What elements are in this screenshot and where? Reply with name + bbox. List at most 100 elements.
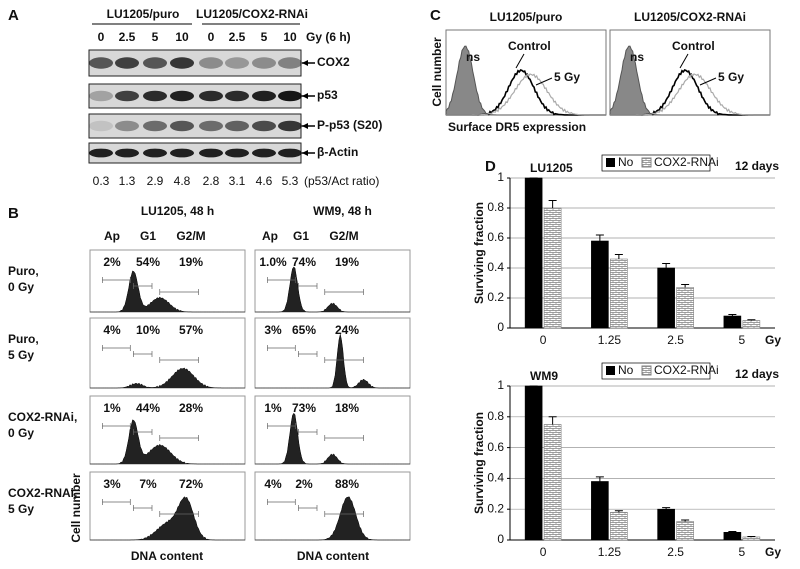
panel-letter: B [8,205,19,222]
y-tick-label: 0 [497,532,504,546]
error-bar [681,284,690,288]
error-bar [614,510,623,513]
curve-label: Control [672,39,715,53]
histogram-frame [254,317,411,389]
blot-band [89,57,113,69]
legend-box [601,362,711,380]
gate [102,277,131,283]
error-bar [548,416,557,425]
pointer [535,77,553,86]
pointer [699,77,717,86]
blot-band [199,90,223,102]
ratio-label: 4.6 [256,174,273,188]
phase-percent: 74% [292,255,316,269]
curve-label: 5 Gy [554,70,580,84]
ratio-label: 1.3 [119,174,136,188]
blot-band [143,148,167,158]
row-label: 5 Gy [8,502,34,516]
curve-label: ns [630,50,644,64]
gate [133,505,153,511]
dose-label: 0 [98,30,105,44]
blot-band [115,90,139,102]
histogram [255,496,410,541]
column-title: LU1205, 48 h [141,204,214,218]
bar [657,267,675,329]
legend-label: COX2-RNAi [654,363,719,377]
arrow-head [302,123,308,129]
phase-label: Ap [104,229,120,243]
legend-swatch [641,365,652,376]
blot-band [89,90,113,102]
row-label: COX2-RNAi, [8,486,77,500]
blot-band [170,120,194,132]
ratio-label: 2.8 [203,174,220,188]
blot-band [115,57,139,69]
ratio-label: 0.3 [93,174,110,188]
phase-percent: 19% [179,255,203,269]
histogram [255,266,410,313]
row-label: Puro, [8,264,39,278]
curve-label: Control [508,39,551,53]
blot-band [278,57,302,69]
error-bar [614,254,623,259]
dose-label: 0 [208,30,215,44]
gate [133,429,153,435]
legend-label: COX2-RNAi [654,155,719,169]
dose-label: 5 [152,30,159,44]
gate [298,351,318,357]
ratio-label: 4.8 [174,174,191,188]
error-bar [662,263,671,268]
phase-percent: 44% [136,401,160,415]
chart-title: LU1205 [530,161,573,175]
blot-band [89,120,113,132]
blot-band [199,120,223,132]
error-bar [662,507,671,510]
phase-percent: 54% [136,255,160,269]
bar [610,258,628,329]
histogram [610,73,770,116]
x-unit: Gy [765,333,781,347]
blot-band [143,57,167,69]
histogram [446,73,606,116]
y-tick-label: 1 [497,378,504,392]
y-axis-label: Cell number [69,473,83,543]
bar [524,385,543,541]
x-axis-label: DNA content [297,549,369,563]
error-bar [681,519,690,522]
x-tick-label: 5 [739,333,746,347]
phase-percent: 57% [179,323,203,337]
y-tick-label: 0.2 [487,501,504,515]
x-axis-label: DNA content [131,549,203,563]
gate [298,429,318,435]
gate [159,435,199,441]
panel-letter: A [8,7,19,24]
blot-band [225,148,249,158]
gate [159,357,199,363]
chart-subtitle: 12 days [735,159,779,173]
y-axis-label: Cell number [430,37,444,107]
phase-percent: 28% [179,401,203,415]
bar [723,531,742,541]
y-tick-label: 0.8 [487,200,504,214]
bar [591,240,609,329]
column-title: WM9, 48 h [313,204,372,218]
gate [159,289,199,295]
histogram [90,367,245,389]
arrow-head [302,60,308,66]
phase-percent: 3% [264,323,282,337]
gate [267,423,296,429]
legend-label: No [618,363,634,377]
blot-band [278,148,302,158]
y-axis-label: Surviving fraction [472,412,486,514]
row-label: 0 Gy [8,426,34,440]
pointer [679,53,689,69]
bar [657,508,675,541]
histogram-frame [254,249,411,313]
plot-title: LU1205/COX2-RNAi [634,10,746,24]
bar [742,320,761,329]
group-label: LU1205/puro [107,7,180,21]
blot-band [252,57,276,69]
curve-label: ns [466,50,480,64]
x-tick-label: 1.25 [598,545,622,559]
gate [324,511,364,517]
